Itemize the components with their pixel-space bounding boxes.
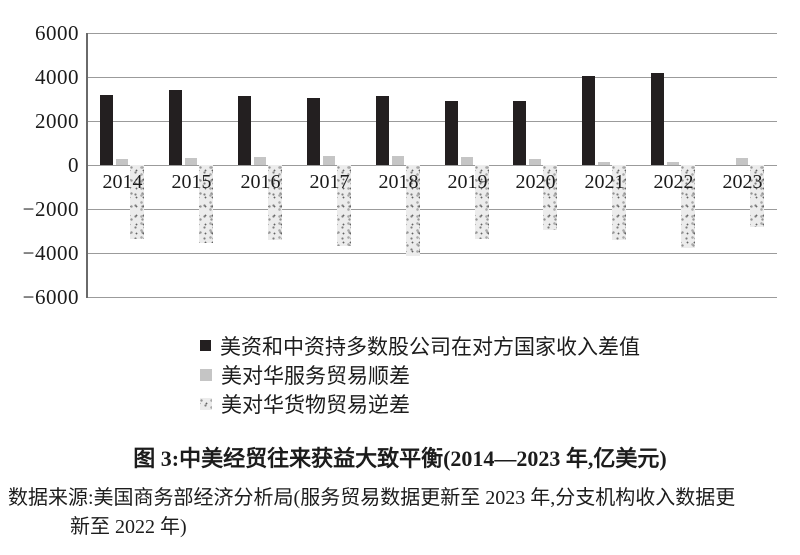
gridline [88, 121, 777, 122]
gridline [88, 297, 777, 298]
bar-2020-series1 [529, 159, 541, 165]
x-axis-label-2019: 2019 [447, 171, 488, 193]
figure-caption: 图 3:中美经贸往来获益大致平衡(2014—2023 年,亿美元) [133, 446, 667, 471]
bar-2014-series0 [100, 95, 113, 165]
gridline [88, 209, 777, 210]
x-axis-label-2020: 2020 [515, 171, 556, 193]
legend-item-services-surplus: 美对华服务贸易顺差 [200, 360, 640, 389]
gridline [88, 77, 777, 78]
bar-2015-series0 [169, 90, 182, 165]
bar-2023-series2 [750, 165, 764, 227]
legend-item-goods-deficit: 美对华货物贸易逆差 [200, 389, 640, 418]
legend-swatch-black-icon [200, 340, 211, 351]
bar-2019-series1 [461, 157, 473, 165]
legend-swatch-speckled-icon [200, 397, 212, 410]
x-axis-label-2016: 2016 [240, 171, 281, 193]
bar-2017-series2 [337, 165, 351, 246]
x-axis-label-2023: 2023 [722, 171, 763, 193]
y-axis-tick-label: −2000 [22, 197, 79, 221]
bar-2019-series2 [475, 165, 489, 239]
y-axis-tick-label: 4000 [35, 65, 79, 89]
x-axis-label-2018: 2018 [378, 171, 419, 193]
bar-2015-series2 [199, 165, 213, 243]
gridline [88, 165, 777, 166]
bar-2015-series1 [185, 158, 197, 165]
bar-2022-series0 [651, 73, 664, 165]
y-axis-tick-label: −6000 [22, 285, 79, 309]
bar-2020-series0 [513, 101, 526, 165]
bar-2022-series2 [681, 165, 695, 248]
x-axis-label-2021: 2021 [584, 171, 625, 193]
bar-2022-series1 [667, 162, 679, 165]
y-axis-tick-label: −4000 [22, 241, 79, 265]
y-axis-tick-label: 2000 [35, 109, 79, 133]
data-source-line-1: 数据来源:美国商务部经济分析局(服务贸易数据更新至 2023 年,分支机构收入数… [8, 487, 736, 509]
x-axis-label-2015: 2015 [171, 171, 212, 193]
bar-2014-series2 [130, 165, 144, 239]
bar-2014-series1 [116, 159, 128, 165]
legend-label: 美对华服务贸易顺差 [221, 363, 410, 388]
y-axis-line [86, 33, 88, 298]
y-axis-tick-label: 6000 [35, 21, 79, 45]
bar-2017-series0 [307, 98, 320, 165]
plot-area: 2014 2015 2016 2017 2018 2019 2020 2021 2022 2023 [86, 33, 777, 298]
bar-2016-series0 [238, 96, 251, 165]
x-axis-label-2014: 2014 [102, 171, 143, 193]
y-axis-tick-label: 0 [68, 153, 79, 177]
gridline [88, 33, 777, 34]
bar-2021-series0 [582, 76, 595, 165]
x-axis-label-2017: 2017 [309, 171, 350, 193]
bar-2016-series1 [254, 157, 266, 165]
bar-2019-series0 [445, 101, 458, 165]
legend-swatch-gray-icon [200, 368, 212, 381]
legend-item-income-difference: 美资和中资持多数股公司在对方国家收入差值 [200, 331, 640, 360]
bar-2023-series1 [736, 158, 748, 165]
bar-2016-series2 [268, 165, 282, 240]
x-axis-label-2022: 2022 [653, 171, 694, 193]
bar-2020-series2 [543, 165, 557, 230]
bar-2018-series1 [392, 156, 404, 165]
legend-label: 美资和中资持多数股公司在对方国家收入差值 [220, 334, 640, 359]
bar-2018-series0 [376, 96, 389, 165]
data-source-line-2: 新至 2022 年) [70, 516, 187, 538]
bar-2017-series1 [323, 156, 335, 165]
bar-2021-series1 [598, 162, 610, 165]
gridline [88, 253, 777, 254]
chart-legend: 美资和中资持多数股公司在对方国家收入差值 美对华服务贸易顺差 美对华货物贸易逆差 [200, 331, 640, 418]
bar-2021-series2 [612, 165, 626, 240]
legend-label: 美对华货物贸易逆差 [221, 392, 410, 417]
bar-2018-series2 [406, 165, 420, 256]
